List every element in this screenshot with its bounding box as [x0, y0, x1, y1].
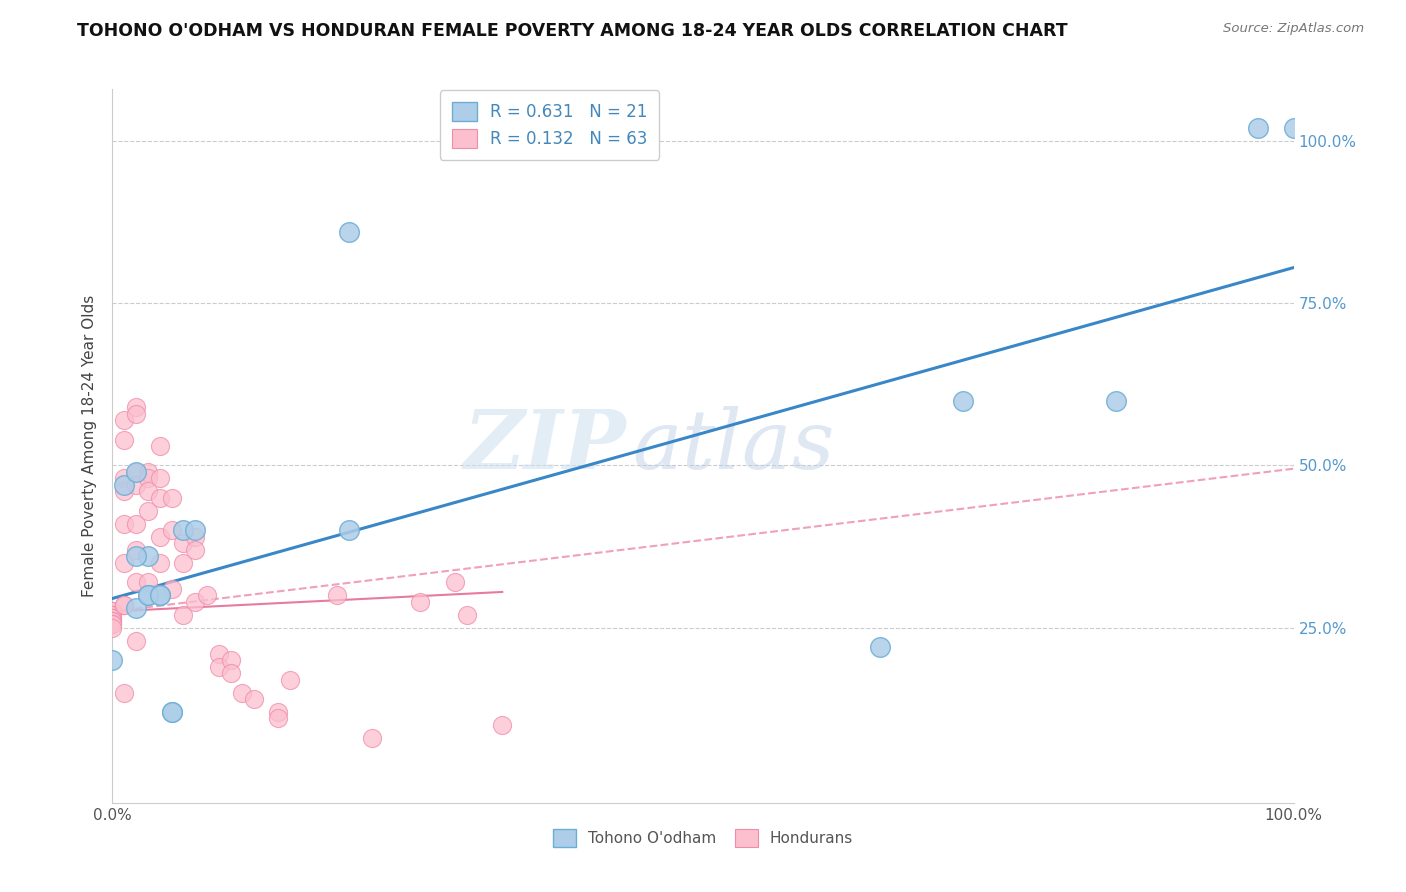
Point — [101, 621, 124, 635]
Point — [136, 471, 159, 485]
Point — [101, 611, 124, 625]
Point — [101, 617, 124, 632]
Point — [112, 685, 135, 699]
Point — [172, 536, 194, 550]
Point — [1247, 121, 1270, 136]
Legend: Tohono O'odham, Hondurans: Tohono O'odham, Hondurans — [544, 820, 862, 855]
Point — [184, 542, 207, 557]
Point — [125, 465, 148, 479]
Point — [125, 407, 148, 421]
Point — [267, 711, 290, 725]
Point — [112, 556, 135, 570]
Point — [125, 478, 148, 492]
Point — [231, 685, 253, 699]
Point — [125, 542, 148, 557]
Point — [184, 530, 207, 544]
Point — [172, 524, 194, 538]
Text: ZIP: ZIP — [464, 406, 626, 486]
Point — [160, 491, 183, 505]
Point — [112, 413, 135, 427]
Point — [112, 598, 135, 612]
Point — [219, 653, 242, 667]
Point — [337, 225, 360, 239]
Point — [1282, 121, 1305, 136]
Point — [101, 614, 124, 628]
Point — [456, 607, 478, 622]
Point — [101, 614, 124, 628]
Point — [136, 588, 159, 602]
Point — [136, 588, 159, 602]
Point — [112, 516, 135, 531]
Point — [101, 617, 124, 632]
Point — [952, 393, 974, 408]
Point — [112, 433, 135, 447]
Point — [361, 731, 384, 745]
Point — [149, 471, 172, 485]
Point — [101, 607, 124, 622]
Point — [160, 524, 183, 538]
Point — [278, 673, 301, 687]
Point — [444, 575, 467, 590]
Point — [243, 692, 266, 706]
Point — [172, 607, 194, 622]
Point — [136, 549, 159, 564]
Point — [408, 595, 430, 609]
Point — [491, 718, 513, 732]
Point — [125, 400, 148, 414]
Y-axis label: Female Poverty Among 18-24 Year Olds: Female Poverty Among 18-24 Year Olds — [82, 295, 97, 597]
Point — [112, 471, 135, 485]
Point — [149, 491, 172, 505]
Point — [267, 705, 290, 719]
Point — [101, 611, 124, 625]
Point — [125, 575, 148, 590]
Point — [184, 524, 207, 538]
Point — [125, 633, 148, 648]
Point — [1105, 393, 1128, 408]
Point — [136, 575, 159, 590]
Point — [160, 705, 183, 719]
Point — [136, 465, 159, 479]
Point — [219, 666, 242, 681]
Point — [869, 640, 891, 654]
Point — [184, 595, 207, 609]
Text: atlas: atlas — [633, 406, 835, 486]
Point — [149, 530, 172, 544]
Point — [160, 705, 183, 719]
Point — [160, 582, 183, 596]
Point — [149, 588, 172, 602]
Point — [208, 647, 231, 661]
Text: Source: ZipAtlas.com: Source: ZipAtlas.com — [1223, 22, 1364, 36]
Point — [112, 484, 135, 499]
Point — [101, 607, 124, 622]
Point — [101, 604, 124, 618]
Point — [172, 556, 194, 570]
Point — [112, 478, 135, 492]
Point — [337, 524, 360, 538]
Point — [125, 516, 148, 531]
Point — [101, 653, 124, 667]
Point — [149, 588, 172, 602]
Text: TOHONO O'ODHAM VS HONDURAN FEMALE POVERTY AMONG 18-24 YEAR OLDS CORRELATION CHAR: TOHONO O'ODHAM VS HONDURAN FEMALE POVERT… — [77, 22, 1069, 40]
Point — [125, 549, 148, 564]
Point — [195, 588, 218, 602]
Point — [208, 659, 231, 673]
Point — [125, 601, 148, 615]
Point — [112, 598, 135, 612]
Point — [136, 484, 159, 499]
Point — [149, 556, 172, 570]
Point — [136, 504, 159, 518]
Point — [125, 465, 148, 479]
Point — [326, 588, 349, 602]
Point — [101, 604, 124, 618]
Point — [149, 439, 172, 453]
